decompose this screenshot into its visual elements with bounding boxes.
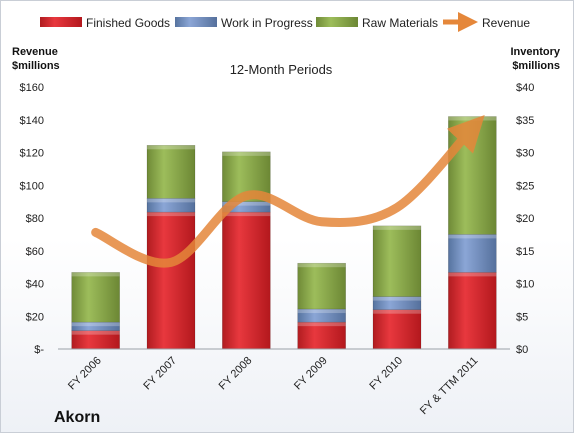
bar-finished-goods [372, 309, 422, 350]
y-left-axis: $- $20 $40 $60 $80 $100 $120 $140 $160 [20, 82, 45, 356]
y-left-tick-label: $120 [20, 148, 44, 160]
legend-swatch-finished-goods [40, 17, 82, 27]
bar-finished-goods-highlight [147, 212, 195, 217]
legend-label-revenue: Revenue [482, 16, 530, 30]
bar-finished-goods-highlight [71, 330, 120, 335]
bar-raw-materials-highlight [297, 263, 346, 268]
legend-swatch-raw-materials [316, 17, 358, 27]
x-tick-label: FY & TTM 2011 [418, 355, 481, 418]
y-left-tick-label: $40 [26, 279, 44, 291]
bar-finished-goods-highlight [297, 322, 346, 327]
legend-item-finished-goods: Finished Goods [40, 16, 170, 30]
x-tick-label: FY 2006 [66, 355, 104, 393]
bar-work-in-progress-highlight [147, 198, 195, 203]
legend-swatch-work-in-progress [175, 17, 217, 27]
y-right-tick-label: $0 [516, 344, 528, 356]
y-right-tick-label: $15 [516, 246, 534, 258]
y-right-tick-label: $5 [516, 311, 528, 323]
bar-work-in-progress-highlight [71, 322, 120, 327]
y-left-title-line2: $millions [12, 60, 60, 72]
legend-label-raw-materials: Raw Materials [362, 16, 438, 30]
company-name: Akorn [54, 409, 100, 426]
revenue-line [91, 115, 485, 268]
bar-finished-goods-highlight [373, 309, 421, 314]
y-left-tick-label: $100 [20, 180, 44, 192]
y-right-tick-label: $25 [516, 180, 534, 192]
y-left-tick-label: $140 [20, 115, 44, 127]
bar-raw-materials [372, 225, 422, 297]
legend-item-work-in-progress: Work in Progress [175, 16, 313, 30]
bar-raw-materials [297, 262, 346, 310]
bar-finished-goods [448, 272, 497, 350]
y-right-title-line2: $millions [512, 60, 560, 72]
bar-work-in-progress-highlight [222, 201, 271, 206]
bar-work-in-progress [448, 234, 497, 273]
y-right-tick-label: $10 [516, 279, 534, 291]
y-left-tick-label: $160 [20, 82, 44, 94]
bar-finished-goods-highlight [448, 272, 497, 277]
x-tick-label: FY 2008 [217, 355, 255, 393]
y-left-tick-label: $60 [26, 246, 44, 258]
y-right-tick-label: $35 [516, 115, 534, 127]
y-left-title-line1: Revenue [12, 46, 58, 58]
y-left-tick-label: $20 [26, 311, 44, 323]
legend-item-raw-materials: Raw Materials [316, 16, 438, 30]
x-tick-label: FY 2010 [367, 355, 405, 393]
bar-raw-materials-highlight [147, 145, 195, 150]
bar-finished-goods [222, 211, 271, 350]
bar-finished-goods [297, 321, 346, 350]
revenue-series [91, 115, 485, 268]
legend-label-work-in-progress: Work in Progress [221, 16, 313, 30]
bar-work-in-progress-highlight [373, 296, 421, 301]
y-left-tick-label: $- [34, 344, 44, 356]
bar-finished-goods-highlight [222, 212, 271, 217]
x-tick-label: FY 2007 [141, 355, 179, 393]
legend-label-finished-goods: Finished Goods [86, 16, 170, 30]
y-right-tick-label: $30 [516, 148, 534, 160]
chart-subtitle: 12-Month Periods [230, 62, 333, 77]
y-right-axis: $0 $5 $10 $15 $20 $25 $30 $35 $40 [516, 82, 534, 356]
bar-raw-materials-highlight [373, 225, 421, 230]
bar-work-in-progress-highlight [448, 234, 497, 239]
bar-raw-materials-highlight [448, 116, 497, 121]
bar-raw-materials-highlight [222, 151, 271, 156]
y-left-tick-label: $80 [26, 213, 44, 225]
legend: Finished Goods Work in Progress Raw Mate… [40, 12, 530, 32]
bars [71, 116, 497, 350]
x-axis: FY 2006 FY 2007 FY 2008 FY 2009 FY 2010 FY & … [66, 355, 480, 418]
y-right-tick-label: $20 [516, 213, 534, 225]
bar-raw-materials [71, 272, 120, 323]
y-right-tick-label: $40 [516, 82, 534, 94]
bar-raw-materials-highlight [71, 272, 120, 277]
bar-finished-goods [146, 211, 196, 350]
bar-raw-materials [146, 145, 196, 199]
y-right-title-line1: Inventory [510, 46, 560, 58]
bar-work-in-progress-highlight [297, 309, 346, 314]
x-tick-label: FY 2009 [292, 355, 330, 393]
legend-item-revenue: Revenue [443, 12, 530, 32]
